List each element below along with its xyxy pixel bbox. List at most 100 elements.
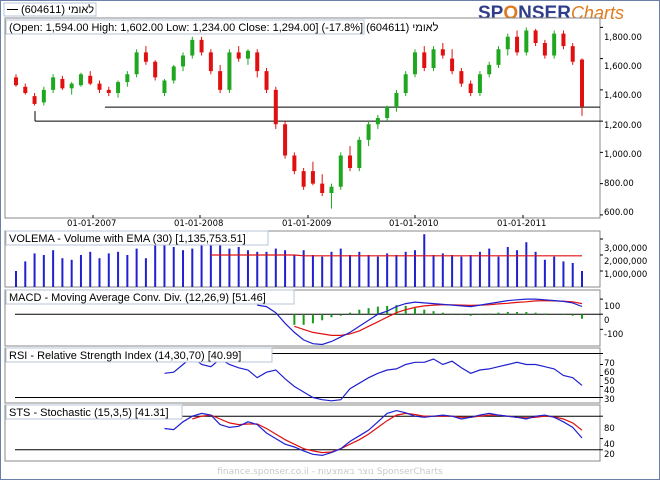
macd-header: MACD - Moving Average Conv. Div. (12,26,… — [9, 292, 266, 304]
candle-body — [227, 52, 232, 90]
candle-body — [69, 83, 74, 89]
candle-body — [171, 66, 176, 81]
candle-body — [468, 83, 473, 93]
candle-body — [552, 33, 557, 56]
candle-body — [264, 71, 269, 90]
sts-header: STS - Stochastic (15,3,5) [41.31] — [9, 407, 169, 419]
price-header: (Open: 1,594.00 High: 1,602.00 Low: 1,23… — [9, 21, 439, 34]
candle-body — [320, 183, 325, 193]
candle-body — [199, 39, 204, 53]
footer-watermark: finance.sponser.co.il - נוצר באמצעות Spo… — [217, 467, 443, 477]
candle-body — [301, 171, 306, 187]
candle-body — [477, 74, 482, 93]
candle-body — [515, 36, 520, 53]
price-xtick: 01-01-2010 — [389, 219, 438, 229]
volume-header: VOLEMA - Volume with EMA (30) [1,135,753… — [9, 233, 246, 245]
candle-body — [106, 89, 111, 93]
rsi-ytick: 40 — [604, 386, 615, 396]
candle-body — [208, 52, 213, 72]
macd-ytick: -100 — [604, 330, 623, 340]
candle-body — [403, 74, 408, 93]
price-ytick: 1,000.00 — [604, 150, 642, 160]
candle-body — [97, 83, 102, 90]
rsi-header: RSI - Relative Strength Index (14,30,70)… — [9, 350, 241, 362]
candle-body — [162, 80, 167, 93]
candle-body — [32, 96, 37, 104]
price-panel — [4, 17, 601, 219]
sts-ytick: 40 — [604, 440, 615, 450]
price-xtick: 01-01-2007 — [67, 219, 116, 229]
rsi-ytick: 70 — [604, 359, 615, 369]
candle-body — [236, 52, 241, 59]
sts-y-ticks: 80 40 20 — [604, 424, 615, 460]
candle-body — [78, 74, 83, 86]
rsi-ytick: 30 — [604, 395, 615, 405]
candle-body — [218, 71, 223, 90]
price-ytick: 800.00 — [604, 179, 634, 189]
candle-body — [412, 52, 417, 75]
candle-body — [348, 155, 353, 168]
candle-body — [329, 186, 334, 193]
volume-ema-line — [210, 254, 582, 257]
volume-y-ticks: 3,000,000 2,000,000 1,000,000 — [604, 244, 647, 280]
price-ytick: 1,400.00 — [604, 91, 642, 101]
candle-body — [385, 107, 390, 118]
candle-body — [190, 39, 195, 56]
macd-y-ticks: 100 0 -100 — [604, 302, 623, 340]
candle-body — [459, 71, 464, 84]
candle-body — [570, 46, 575, 62]
candle-body — [255, 52, 260, 72]
candle-body — [366, 124, 371, 140]
candle-body — [23, 86, 28, 93]
rsi-line — [164, 356, 583, 402]
sts-ytick: 20 — [604, 450, 615, 460]
candle-body — [51, 77, 56, 90]
candle-body — [524, 30, 529, 53]
candle-body — [60, 78, 65, 89]
candle-body — [283, 124, 288, 156]
price-xtick: 01-01-2009 — [282, 219, 331, 229]
sts-ytick: 80 — [604, 424, 615, 434]
candle-body — [496, 49, 501, 65]
data-marks — [14, 27, 600, 457]
candle-body — [375, 118, 380, 125]
rsi-ytick: 60 — [604, 368, 615, 378]
candle-body — [181, 55, 186, 67]
candle-body — [143, 52, 148, 62]
candle-body — [292, 155, 297, 172]
macd-ytick: 0 — [604, 316, 609, 326]
price-xtick: 01-01-2008 — [174, 219, 223, 229]
candle-body — [134, 52, 139, 75]
rsi-ytick: 50 — [604, 377, 615, 387]
macd-line — [257, 298, 583, 346]
candle-body — [41, 89, 46, 103]
price-ytick: 1,800.00 — [604, 33, 642, 43]
candle-body — [153, 61, 158, 78]
candle-body — [394, 93, 399, 108]
candle-body — [88, 75, 93, 84]
macd-signal-line — [294, 299, 583, 336]
price-ytick: 1,200.00 — [604, 121, 642, 131]
price-x-ticks: 01-01-2007 01-01-2008 01-01-2009 01-01-2… — [67, 219, 546, 229]
candle-body — [116, 82, 121, 93]
volume-ytick: 3,000,000 — [604, 244, 647, 254]
candle-body — [487, 64, 492, 75]
price-y-ticks: 1,800.00 1,600.00 1,400.00 1,200.00 1,00… — [604, 33, 642, 218]
rsi-y-ticks: 70 60 50 40 30 — [604, 359, 615, 405]
panel-headers: (Open: 1,594.00 High: 1,602.00 Low: 1,23… — [5, 19, 439, 420]
candle-body — [561, 33, 566, 47]
volume-ytick: 2,000,000 — [604, 257, 647, 267]
sts-k-line — [164, 409, 583, 457]
price-ytick: 600.00 — [604, 208, 634, 218]
candle-body — [245, 50, 250, 59]
price-ytick: 1,600.00 — [604, 62, 642, 72]
candle-body — [440, 49, 445, 56]
candle-body — [542, 43, 547, 56]
panel-frames — [4, 17, 601, 462]
volume-ytick: 1,000,000 — [604, 270, 647, 280]
candle-body — [580, 59, 584, 107]
candle-body — [450, 58, 455, 72]
candle-body — [338, 155, 343, 187]
candle-body — [533, 30, 538, 43]
